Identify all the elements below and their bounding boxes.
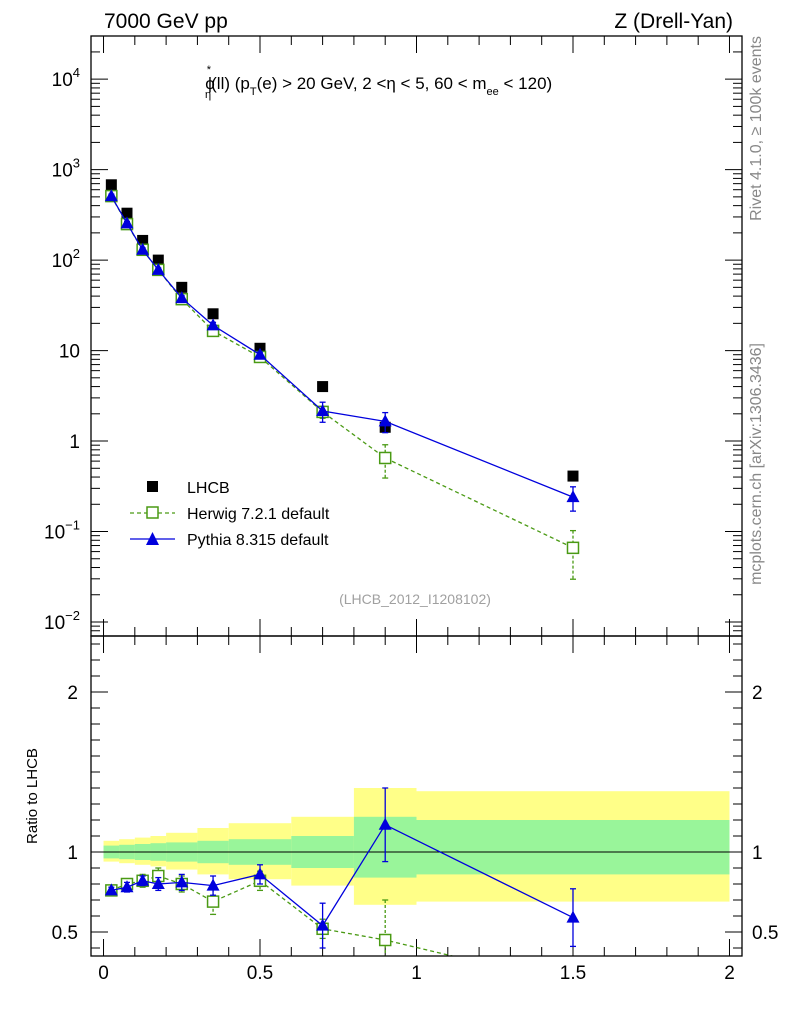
header-right: Z (Drell-Yan) (614, 10, 733, 33)
rivet-label: Rivet 4.1.0, ≥ 100k events (748, 36, 765, 221)
ratio-point-pythia (378, 817, 392, 830)
data-point-pythia (378, 414, 392, 427)
uncertainty-band-green (416, 820, 730, 875)
series-line-2 (110, 195, 574, 498)
y-tick-label: 1 (69, 432, 80, 453)
x-tick-label: 1 (411, 963, 422, 984)
ratio-point-pythia (120, 880, 134, 893)
ratio-line-1 (111, 823, 574, 927)
header-left: 7000 GeV pp (104, 10, 228, 33)
ratio-y-tick-label-right: 0.5 (752, 923, 778, 944)
ratio-point-pythia (175, 875, 189, 888)
y-tick-label: 103 (52, 156, 80, 182)
ratio-point-pythia (316, 918, 330, 931)
ratio-series-layer (104, 787, 580, 956)
data-point-lhcb (567, 470, 579, 482)
data-point-lhcb (207, 308, 219, 320)
ratio-point-pythia (206, 878, 220, 891)
data-point-herwig (566, 541, 580, 555)
main-series-layer (104, 179, 580, 580)
legend-entry-lhcb: LHCB (147, 480, 230, 497)
data-point-lhcb (152, 254, 164, 266)
data-point-pythia (253, 347, 267, 360)
legend-label-lhcb: LHCB (187, 480, 230, 497)
y-tick-label: 104 (52, 65, 80, 91)
main-axis-ticks: 10−2 10−1 1 10 102 103 104 (44, 35, 742, 637)
data-point-pythia (175, 291, 189, 304)
legend-marker-lhcb (147, 481, 158, 492)
ratio-y-tick-label-right: 2 (752, 683, 763, 704)
ratio-point-herwig (206, 895, 220, 908)
data-point-lhcb (105, 179, 117, 191)
y-tick-label: 10 (59, 342, 80, 363)
ratio-point-pythia (136, 873, 150, 886)
x-tick-label: 0.5 (247, 963, 273, 984)
series-line-1 (110, 195, 574, 549)
ratio-point-pythia (253, 867, 267, 880)
y-tick-label: 10−1 (44, 518, 80, 544)
data-point-pythia (316, 403, 330, 416)
y-tick-label: 10−2 (44, 608, 80, 634)
y-tick-label: 102 (52, 246, 80, 272)
data-point-pythia (206, 318, 220, 331)
ratio-point-herwig (378, 933, 392, 947)
ratio-point-pythia (566, 910, 580, 923)
ratio-y-tick-label-left: 1 (67, 843, 78, 864)
ratio-axis-ticks: 0.5 0.5 1 1 2 2 0 0.5 1 1.5 2 (52, 636, 778, 984)
data-point-pythia (104, 189, 118, 202)
ratio-frame (90, 635, 743, 957)
ratio-panel-background (91, 788, 742, 905)
data-point-lhcb (317, 381, 329, 393)
x-tick-label: 2 (724, 963, 735, 984)
ratio-y-tick-label-left: 2 (67, 683, 78, 704)
legend: LHCB Herwig 7.2.1 default Pythia 8.315 d… (130, 480, 330, 549)
legend-entry-herwig: Herwig 7.2.1 default (130, 506, 330, 523)
ratio-ylabel: Ratio to LHCB (24, 748, 41, 844)
main-title: ϕ* η(ll) (pT(e) > 20 GeV, 2 <η < 5, 60 < … (205, 64, 552, 101)
legend-marker-herwig (146, 506, 159, 519)
data-point-pythia (120, 216, 134, 229)
data-point-pythia (151, 262, 165, 275)
legend-label-herwig: Herwig 7.2.1 default (187, 506, 330, 523)
ratio-line-0 (111, 875, 456, 956)
data-point-herwig (378, 451, 392, 465)
data-point-pythia (566, 490, 580, 503)
data-point-lhcb (176, 281, 188, 293)
legend-label-pythia: Pythia 8.315 default (187, 532, 329, 549)
ratio-point-pythia (151, 877, 165, 889)
ratio-point-pythia (104, 883, 118, 896)
x-tick-label: 1.5 (560, 963, 586, 984)
x-tick-label: 0 (98, 963, 109, 984)
ratio-y-tick-label-right: 1 (752, 843, 763, 864)
legend-marker-pythia (146, 532, 159, 545)
analysis-watermark: (LHCB_2012_I1208102) (339, 591, 491, 607)
legend-entry-pythia: Pythia 8.315 default (130, 532, 329, 549)
data-point-lhcb (121, 207, 133, 219)
mcplots-label: mcplots.cern.ch [arXiv:1306.3436] (748, 343, 765, 585)
data-point-lhcb (137, 234, 149, 246)
data-point-pythia (136, 242, 150, 255)
ratio-y-tick-label-left: 0.5 (52, 923, 78, 944)
